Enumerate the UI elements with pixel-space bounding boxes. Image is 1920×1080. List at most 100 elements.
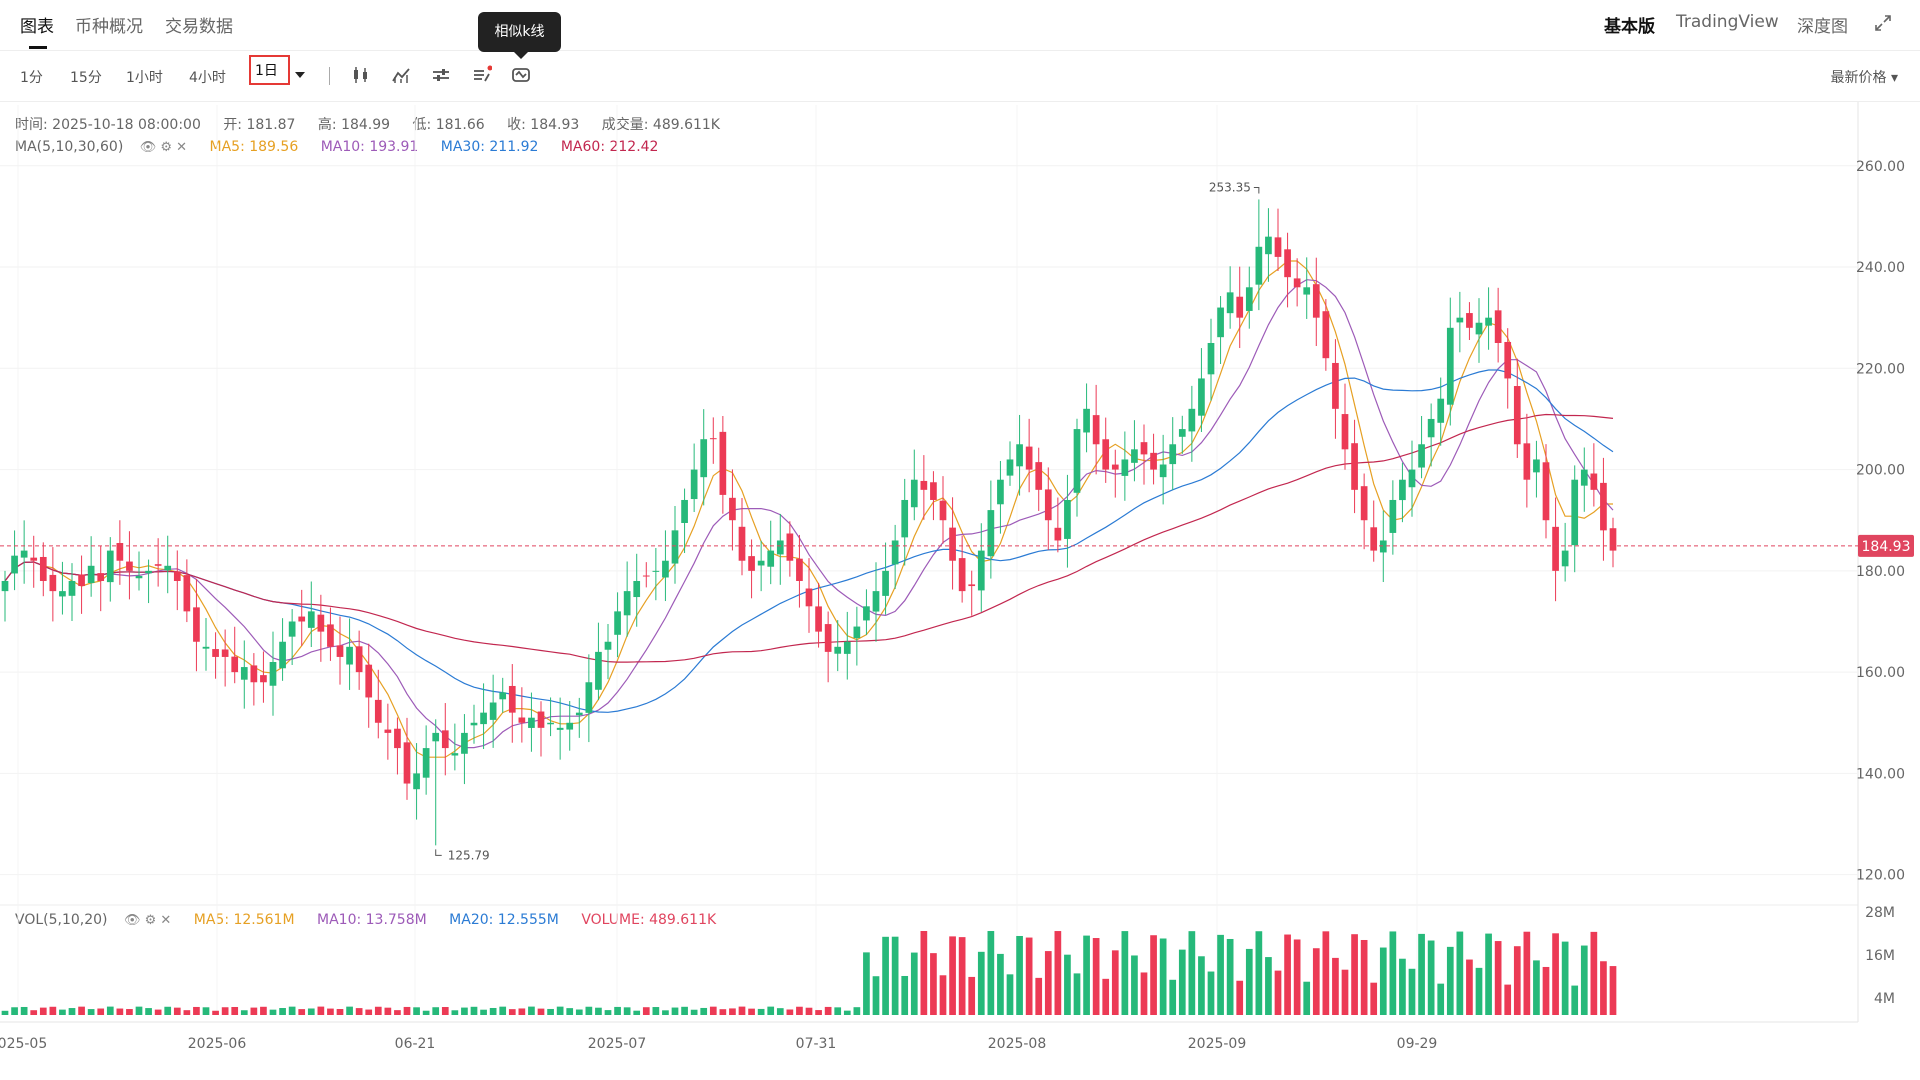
candle-body [317, 614, 325, 632]
candle-body [1580, 469, 1588, 486]
ohlc-open: 开: 181.87 [223, 117, 296, 133]
dropdown-arrow-icon[interactable] [294, 70, 306, 80]
price-type-select[interactable]: 最新价格 ▾ [1830, 70, 1898, 86]
candle-body [662, 560, 669, 578]
candle-body [729, 497, 736, 521]
volume-bar [1571, 985, 1579, 1015]
interval-15m[interactable]: 15分 [70, 70, 102, 86]
candle-body [556, 727, 564, 730]
volume-bar [518, 1008, 526, 1015]
expand-icon[interactable] [1874, 14, 1892, 32]
candle-body [1016, 444, 1023, 467]
volume-bar [1341, 969, 1349, 1015]
candle-body [1312, 284, 1320, 318]
volume-bar [1561, 941, 1569, 1015]
volume-bar [1083, 935, 1090, 1015]
candle-body [1494, 310, 1502, 343]
price-tick-label: 140.00 [1856, 766, 1905, 782]
price-tick-label: 240.00 [1856, 260, 1905, 276]
candle-body [1466, 313, 1473, 328]
candle-body [1561, 550, 1569, 567]
volume-bar [1092, 938, 1100, 1015]
ohlc-info: 时间: 2025-10-18 08:00:00 开: 181.87 高: 184… [15, 114, 738, 134]
candle-body [1408, 469, 1416, 488]
volume-bar [1427, 940, 1435, 1015]
candle-body [1140, 442, 1148, 455]
candle-body [1245, 287, 1253, 311]
candle-body [499, 692, 507, 700]
interval-1h[interactable]: 1小时 [126, 70, 163, 86]
candle-body [451, 753, 459, 756]
candle-body [575, 712, 583, 716]
volume-bar [566, 1008, 574, 1015]
interval-4h[interactable]: 4小时 [189, 70, 226, 86]
candle-body [882, 570, 889, 596]
candle-body [872, 591, 880, 612]
top-bar: 图表 币种概况 交易数据 基本版 TradingView 深度图 [0, 0, 1920, 51]
tab-trading-data[interactable]: 交易数据 [165, 17, 233, 37]
volume-bar [441, 1007, 449, 1015]
volume-bar [489, 1007, 497, 1015]
candle-body [384, 729, 392, 733]
interval-1d[interactable]: 1日 [249, 55, 290, 85]
compare-icon[interactable] [431, 65, 451, 85]
candle-body [834, 646, 842, 654]
volume-bar [1466, 959, 1473, 1015]
volume-bar [1284, 934, 1291, 1015]
volume-bar [135, 1006, 143, 1015]
candle-body [547, 722, 554, 725]
candle-body [355, 646, 363, 673]
ohlc-high: 高: 184.99 [317, 117, 391, 133]
candle-body [164, 565, 172, 571]
ohlc-volume: 成交量: 489.611K [601, 117, 720, 133]
candle-body [11, 555, 18, 574]
volume-bar [1504, 984, 1512, 1015]
volume-bar [1360, 939, 1368, 1015]
tab-basic[interactable]: 基本版 [1604, 17, 1655, 37]
vol-legend-controls[interactable]: 👁 ⚙ ✕ [123, 913, 172, 928]
volume-bar [1389, 931, 1397, 1015]
candle-body [173, 571, 181, 581]
vol-ma5-label: MA5: 12.561M [193, 912, 295, 928]
candle-body [403, 742, 411, 784]
volume-bar [78, 1006, 85, 1015]
tab-chart[interactable]: 图表 [20, 17, 54, 37]
settings-list-icon[interactable] [472, 65, 492, 85]
candle-body [269, 662, 277, 686]
indicator-icon[interactable] [391, 65, 411, 85]
volume-bar [556, 1006, 564, 1015]
candle-body [1284, 249, 1291, 278]
volume-bar [288, 1006, 296, 1015]
candle-body [374, 699, 382, 723]
interval-1m[interactable]: 1分 [20, 70, 43, 86]
candle-body [1092, 415, 1100, 445]
candle-body [642, 575, 650, 577]
ma-legend-controls[interactable]: 👁 ⚙ ✕ [139, 140, 188, 155]
tab-overview[interactable]: 币种概况 [75, 17, 143, 37]
high-annotation-arrow [1253, 186, 1260, 194]
volume-bar [470, 1006, 478, 1015]
volume-bar [221, 1007, 229, 1015]
candle-body [1332, 362, 1339, 409]
price-tick-label: 200.00 [1856, 463, 1905, 479]
tab-depth[interactable]: 深度图 [1797, 17, 1848, 37]
current-price-tag [1858, 534, 1914, 557]
candle-body [1600, 482, 1607, 531]
candle-body [212, 649, 219, 657]
candle-body [1542, 462, 1550, 521]
similar-kline-icon[interactable] [511, 65, 531, 85]
volume-bar [834, 1007, 842, 1015]
candlestick-icon[interactable] [351, 65, 371, 85]
candle-body [671, 530, 679, 564]
candle-body [1418, 444, 1425, 468]
volume-bar [604, 1010, 612, 1015]
time-tick-label: 2025-07 [588, 1036, 647, 1052]
candle-body [1111, 464, 1119, 470]
candle-body [614, 611, 621, 635]
volume-tick-label: 16M [1865, 948, 1895, 964]
tab-tradingview[interactable]: TradingView [1676, 12, 1779, 32]
candle-body [116, 543, 124, 561]
volume-bar [853, 1007, 861, 1015]
volume-bar [1044, 951, 1052, 1015]
candle-body [59, 591, 66, 597]
